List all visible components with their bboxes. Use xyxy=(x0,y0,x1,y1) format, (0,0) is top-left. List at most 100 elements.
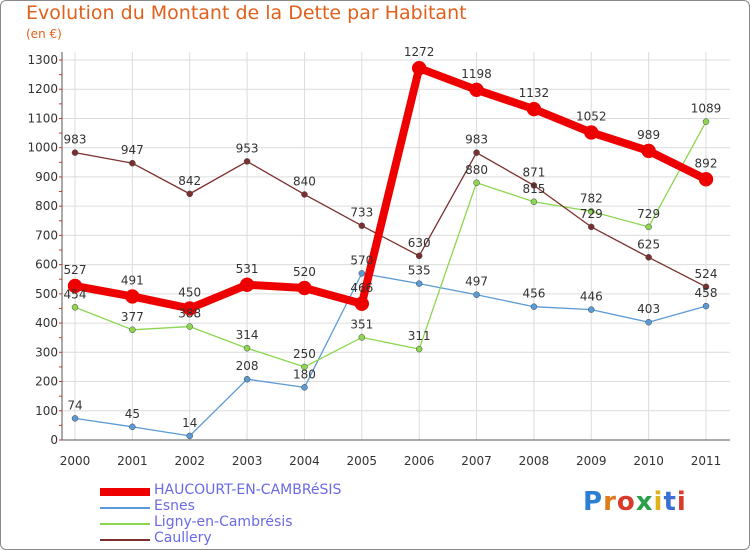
series-point xyxy=(645,254,652,261)
series-point xyxy=(354,296,370,312)
series-point xyxy=(243,344,251,352)
data-label: 527 xyxy=(64,263,87,277)
data-label: 497 xyxy=(465,275,488,289)
logo-letter: t xyxy=(663,487,677,517)
series-point xyxy=(645,318,652,326)
series-layer xyxy=(67,60,714,440)
series-line xyxy=(74,152,707,288)
series-point xyxy=(71,304,79,311)
x-tick-label: 2001 xyxy=(117,454,148,468)
series-point xyxy=(358,334,366,341)
data-label: 729 xyxy=(580,207,603,221)
grid-lines xyxy=(62,52,730,441)
data-label: 180 xyxy=(293,367,316,381)
legend-label: HAUCOURT-EN-CAMBRéSIS xyxy=(154,482,342,498)
series-point xyxy=(186,190,193,198)
data-label: 535 xyxy=(408,264,431,278)
logo-letter: x xyxy=(635,487,654,517)
series-point xyxy=(530,303,538,310)
x-tick-label: 2007 xyxy=(461,454,492,468)
series-point xyxy=(186,432,193,440)
series-point xyxy=(243,158,251,165)
data-label: 1198 xyxy=(461,67,492,81)
series-point xyxy=(125,289,140,304)
series-point xyxy=(698,172,714,187)
x-tick-label: 2003 xyxy=(232,454,263,468)
y-tick-label: 900 xyxy=(35,170,58,184)
y-tick-label: 200 xyxy=(35,375,58,389)
series-point xyxy=(71,149,79,156)
data-label: 250 xyxy=(293,347,316,361)
series-point xyxy=(530,198,538,206)
line-chart: 0 100 200 300 400 500 600 700 800 900 1000 1100 1200… xyxy=(27,45,730,468)
x-tick-label: 2005 xyxy=(347,454,378,468)
logo-letter: r xyxy=(603,487,617,517)
x-tick-label: 2011 xyxy=(691,454,722,468)
series-point xyxy=(702,283,710,291)
y-tick-label: 700 xyxy=(35,228,58,242)
data-label: 208 xyxy=(236,359,259,373)
data-label: 815 xyxy=(522,182,545,196)
legend-swatch xyxy=(100,523,150,525)
series-point xyxy=(67,278,83,294)
logo-letter: o xyxy=(616,487,636,517)
chart-subtitle: (en €) xyxy=(26,27,62,41)
data-label: 625 xyxy=(637,237,660,251)
series-point xyxy=(588,223,595,231)
series-point xyxy=(243,375,251,383)
series-point xyxy=(530,182,538,189)
y-tick-label: 1000 xyxy=(27,141,58,155)
data-label: 454 xyxy=(64,287,87,301)
y-tick-label: 1200 xyxy=(27,82,58,96)
chart-title: Evolution du Montant de la Dette par Hab… xyxy=(26,2,467,24)
logo-letter: i xyxy=(653,487,664,517)
y-tick-label: 1100 xyxy=(27,111,58,125)
series-point xyxy=(473,149,480,156)
data-label: 450 xyxy=(178,285,201,299)
legend-label: Esnes xyxy=(154,498,195,514)
series-point xyxy=(239,277,255,293)
data-label: 377 xyxy=(121,310,144,324)
series-point xyxy=(129,326,136,334)
data-label: 14 xyxy=(182,416,197,430)
data-label: 871 xyxy=(522,165,545,179)
data-label: 983 xyxy=(64,133,87,147)
x-tick-label: 2010 xyxy=(633,454,664,468)
data-label: 1272 xyxy=(404,45,435,59)
data-labels: 527 491 450 531 520 466 1272 1198 1132 1052 989 892… xyxy=(64,45,722,430)
data-label: 388 xyxy=(178,307,201,321)
series-point xyxy=(584,125,599,140)
data-label: 524 xyxy=(695,267,718,281)
data-label: 842 xyxy=(178,174,201,188)
x-tick-label: 2006 xyxy=(404,454,435,468)
series-line xyxy=(74,272,707,437)
x-tick-label: 2004 xyxy=(289,454,320,468)
y-tick-label: 800 xyxy=(35,199,58,213)
data-label: 630 xyxy=(408,236,431,250)
series-point xyxy=(473,179,480,187)
logo-letter: P xyxy=(583,487,604,517)
legend-swatch xyxy=(100,488,150,496)
proxiti-logo: Proxiti xyxy=(583,487,687,517)
series-line xyxy=(74,121,707,368)
series-point xyxy=(186,323,193,330)
data-label: 733 xyxy=(350,206,373,220)
data-label: 983 xyxy=(465,133,488,147)
data-label: 1052 xyxy=(576,109,607,123)
axes: 0 100 200 300 400 500 600 700 800 900 1000 1100 1200… xyxy=(27,52,730,468)
y-tick-label: 100 xyxy=(35,404,58,418)
data-label: 947 xyxy=(121,143,144,157)
series-line xyxy=(71,64,710,313)
data-label: 458 xyxy=(695,286,718,300)
data-label: 456 xyxy=(522,287,545,301)
series-point xyxy=(588,208,595,215)
data-label: 570 xyxy=(350,253,373,267)
data-label: 840 xyxy=(293,174,316,188)
y-tick-label: 0 xyxy=(50,433,58,447)
data-label: 491 xyxy=(121,273,144,287)
series-point xyxy=(415,252,423,260)
data-label: 403 xyxy=(637,302,660,316)
data-label: 466 xyxy=(350,281,373,295)
data-label: 880 xyxy=(465,163,488,177)
